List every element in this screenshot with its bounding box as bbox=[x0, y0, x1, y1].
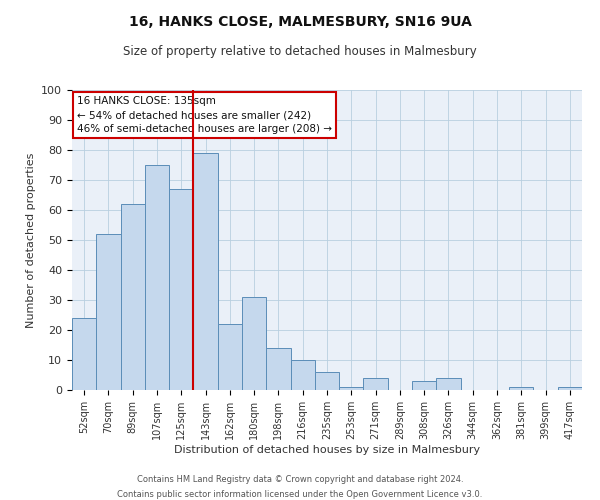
Text: Contains public sector information licensed under the Open Government Licence v3: Contains public sector information licen… bbox=[118, 490, 482, 499]
Bar bbox=[558, 387, 582, 390]
Y-axis label: Number of detached properties: Number of detached properties bbox=[26, 152, 36, 328]
Bar bbox=[266, 348, 290, 390]
Bar bbox=[121, 204, 145, 390]
Text: 16 HANKS CLOSE: 135sqm
← 54% of detached houses are smaller (242)
46% of semi-de: 16 HANKS CLOSE: 135sqm ← 54% of detached… bbox=[77, 96, 332, 134]
Bar bbox=[169, 189, 193, 390]
Bar bbox=[218, 324, 242, 390]
Bar bbox=[436, 378, 461, 390]
Bar bbox=[290, 360, 315, 390]
Bar bbox=[412, 381, 436, 390]
Text: Size of property relative to detached houses in Malmesbury: Size of property relative to detached ho… bbox=[123, 45, 477, 58]
Bar bbox=[193, 153, 218, 390]
Text: Contains HM Land Registry data © Crown copyright and database right 2024.: Contains HM Land Registry data © Crown c… bbox=[137, 475, 463, 484]
Bar bbox=[509, 387, 533, 390]
Bar bbox=[72, 318, 96, 390]
Bar bbox=[96, 234, 121, 390]
Bar bbox=[145, 165, 169, 390]
Text: 16, HANKS CLOSE, MALMESBURY, SN16 9UA: 16, HANKS CLOSE, MALMESBURY, SN16 9UA bbox=[128, 15, 472, 29]
Bar bbox=[364, 378, 388, 390]
Bar bbox=[315, 372, 339, 390]
Bar bbox=[242, 297, 266, 390]
Bar bbox=[339, 387, 364, 390]
X-axis label: Distribution of detached houses by size in Malmesbury: Distribution of detached houses by size … bbox=[174, 444, 480, 454]
